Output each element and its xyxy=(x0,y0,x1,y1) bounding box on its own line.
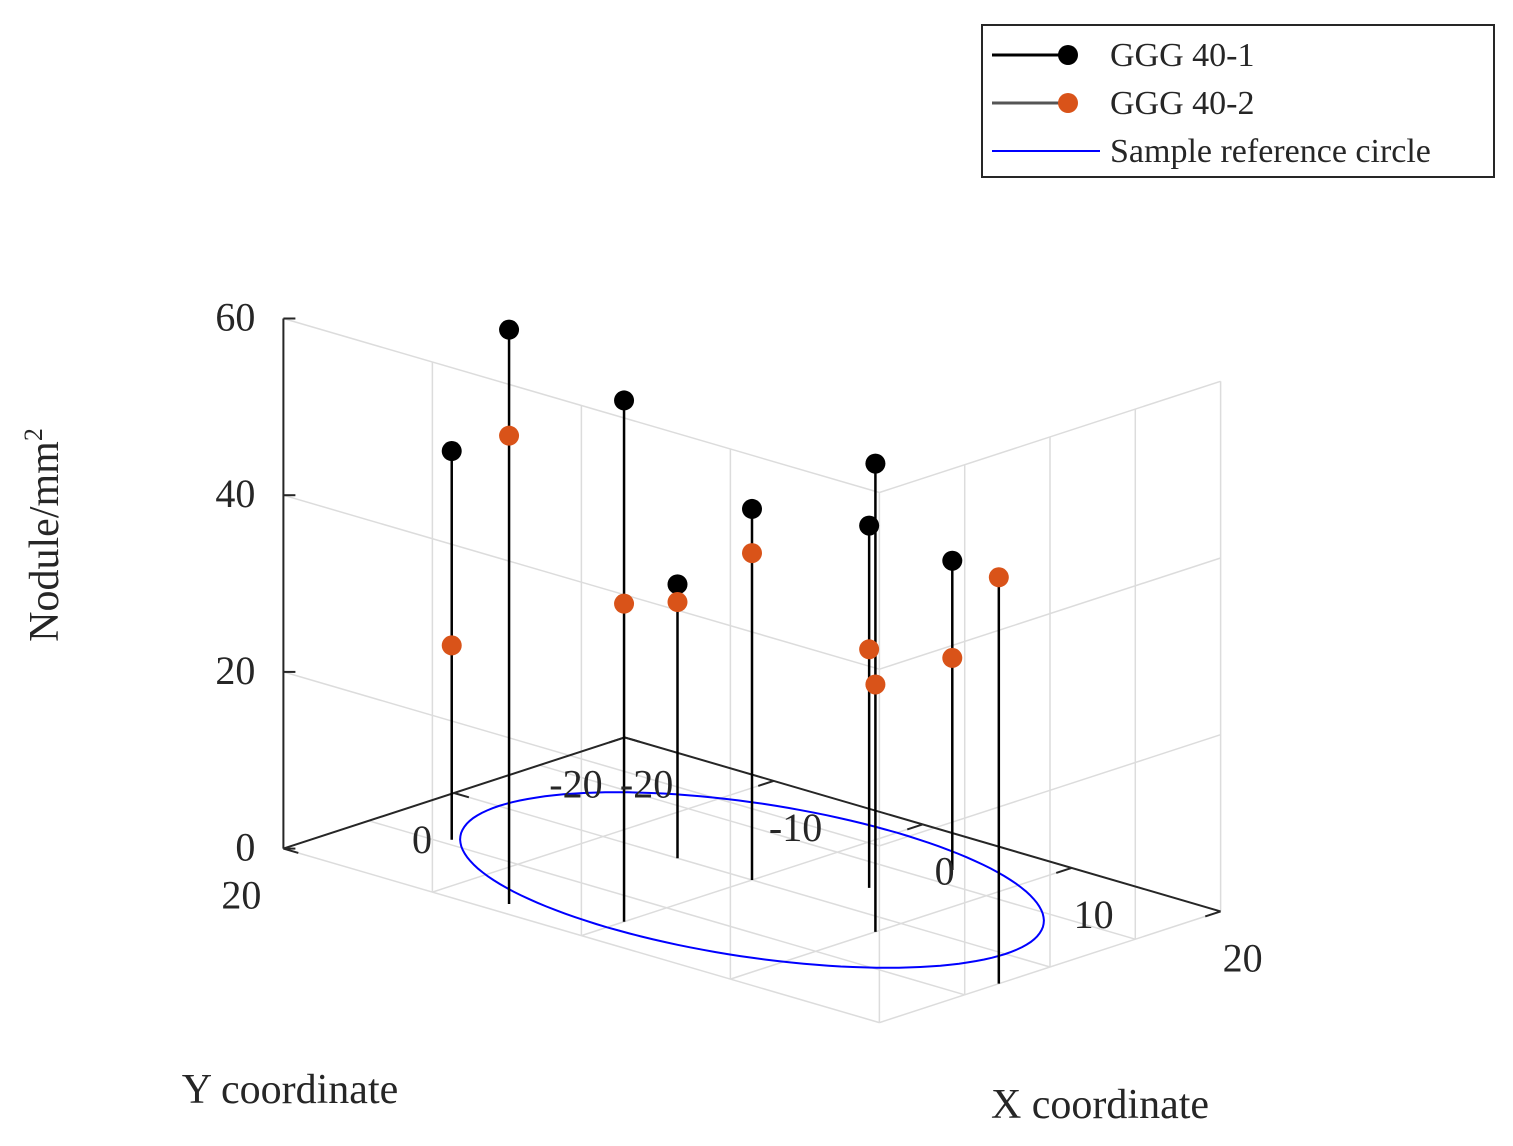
z-tick-label: 40 xyxy=(215,471,255,516)
marker-ggg40-2 xyxy=(942,647,963,668)
legend-label-ggg40-1: GGG 40-1 xyxy=(1110,37,1254,74)
stems-layer xyxy=(441,319,1009,984)
marker-ggg40-1 xyxy=(499,319,520,340)
y-tick-mark xyxy=(283,847,299,854)
y-axis-title: Y coordinate xyxy=(182,1067,399,1113)
marker-ggg40-2 xyxy=(742,543,762,564)
z-tick-label: 60 xyxy=(215,295,255,340)
z-tick-label: 0 xyxy=(235,825,255,870)
marker-ggg40-1 xyxy=(865,453,886,474)
z-axis-title-base: Nodule/mm xyxy=(22,441,68,642)
y-tick-mark xyxy=(453,792,470,799)
marker-ggg40-1 xyxy=(614,390,635,411)
legend: GGG 40-1 GGG 40-2 Sample reference circl… xyxy=(981,24,1495,178)
x-tick-label: -20 xyxy=(620,761,673,806)
marker-ggg40-1 xyxy=(441,441,462,462)
marker-ggg40-1 xyxy=(859,515,880,536)
x-tick-mark xyxy=(1204,910,1221,918)
marker-ggg40-1 xyxy=(942,550,963,571)
z-axis-title-superscript: 2 xyxy=(19,428,48,441)
marker-ggg40-1 xyxy=(742,498,762,519)
y-tick-label: 0 xyxy=(412,817,432,862)
legend-label-reference-circle: Sample reference circle xyxy=(1110,133,1431,170)
y-grid-floor xyxy=(368,820,965,996)
marker-ggg40-2 xyxy=(614,593,635,614)
x-tick-label: 10 xyxy=(1074,892,1114,937)
x-tick-mark xyxy=(906,823,923,831)
x-tick-label: -10 xyxy=(769,805,822,850)
x-tick-label: 0 xyxy=(935,848,955,893)
z-axis-title: Nodule/mm2 xyxy=(19,428,68,642)
reference-circle-layer xyxy=(459,791,1045,969)
y-tick-mark xyxy=(624,736,640,743)
x-axis-title: X coordinate xyxy=(991,1082,1209,1128)
x-tick-mark xyxy=(757,779,774,787)
marker-ggg40-1 xyxy=(667,574,688,595)
marker-ggg40-2 xyxy=(499,425,520,446)
z-tick-label: 20 xyxy=(215,648,255,693)
y-grid-floor xyxy=(539,764,1136,940)
reference-circle xyxy=(459,791,1045,969)
legend-label-ggg40-2: GGG 40-2 xyxy=(1110,85,1254,122)
marker-ggg40-2 xyxy=(859,639,880,660)
y-tick-label: 20 xyxy=(221,873,261,918)
x-tick-mark xyxy=(608,736,625,744)
x-tick-mark xyxy=(1055,866,1072,874)
x-tick-label: 20 xyxy=(1223,935,1263,980)
legend-marker-ggg40-1 xyxy=(1058,45,1078,65)
legend-marker-ggg40-2 xyxy=(1058,93,1078,113)
marker-ggg40-2 xyxy=(988,567,1009,588)
marker-ggg40-2 xyxy=(441,635,462,656)
marker-ggg40-2 xyxy=(667,592,688,613)
y-tick-label: -20 xyxy=(549,761,602,806)
axes-layer xyxy=(282,317,1221,918)
marker-ggg40-2 xyxy=(865,674,886,695)
